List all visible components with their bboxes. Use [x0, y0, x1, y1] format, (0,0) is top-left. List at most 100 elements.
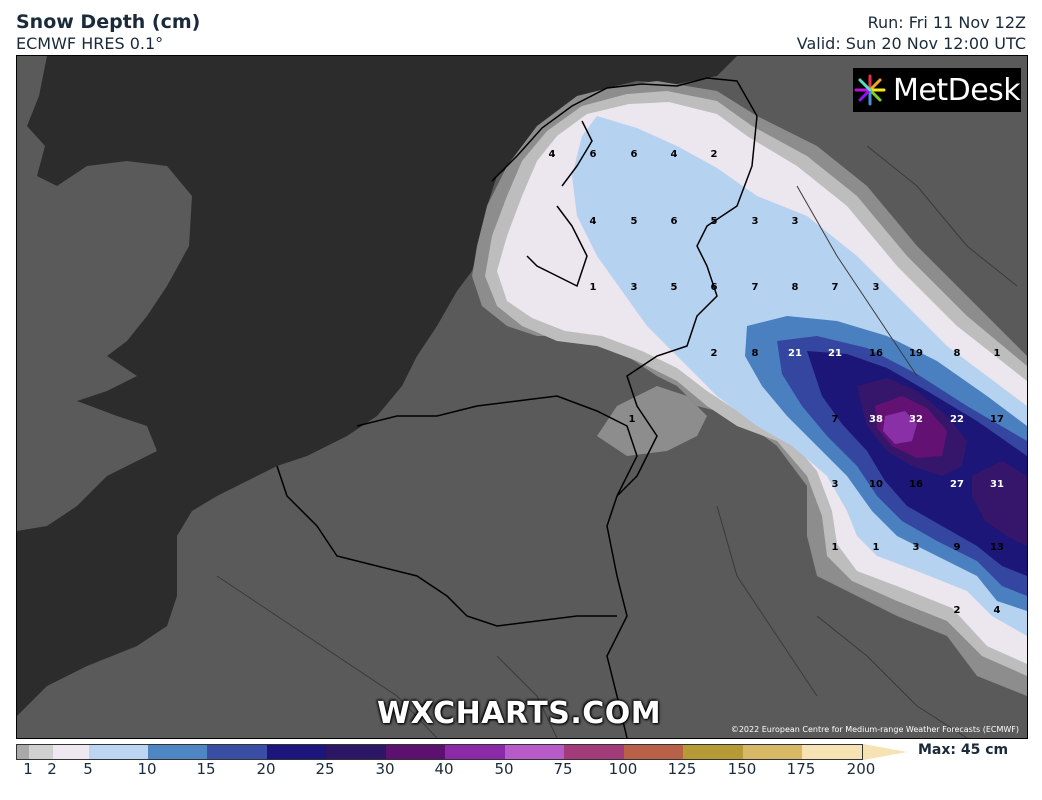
snow-value-label: 5 — [631, 216, 638, 227]
snow-value-label: 4 — [549, 149, 556, 160]
snow-value-label: 6 — [711, 282, 718, 293]
legend-swatch — [326, 745, 386, 759]
snow-value-label: 7 — [832, 282, 839, 293]
legend-tick-label: 40 — [434, 760, 454, 778]
border-lines — [276, 77, 758, 738]
snow-value-label: 38 — [869, 414, 883, 425]
legend-tick-label: 100 — [608, 760, 638, 778]
legend-swatch — [505, 745, 564, 759]
snow-value-label: 2 — [954, 605, 961, 616]
map-canvas: 4 6 6 4 24 5 6 5 3 31 3 5 6 7 8 7 32 8 21 21 16 19 8 11 7 38 32 22 1… — [17, 56, 1027, 738]
snow-value-label: 4 — [590, 216, 597, 227]
snow-values: 4 6 6 4 24 5 6 5 3 31 3 5 6 7 8 7 32 8 21 21 16 19 8 11 7 38 32 22 1… — [549, 149, 1004, 616]
header-right: Run: Fri 11 Nov 12Z Valid: Sun 20 Nov 12… — [797, 12, 1026, 54]
snow-value-label: 19 — [909, 348, 923, 359]
legend-tick-label: 20 — [256, 760, 276, 778]
legend-swatch — [802, 745, 862, 759]
snow-value-label: 27 — [950, 479, 964, 490]
valid-label: Valid: Sun 20 Nov 12:00 UTC — [796, 34, 1026, 53]
metdesk-logo: MetDesk — [853, 68, 1021, 112]
legend-tick-label: 50 — [494, 760, 514, 778]
snow-value-label: 10 — [869, 479, 883, 490]
region-borders — [216, 145, 1018, 738]
snow-value-label: 3 — [832, 479, 839, 490]
snow-value-label: 3 — [792, 216, 799, 227]
snow-depth-map[interactable]: 4 6 6 4 2 4 5 6 5 3 3 1 3 5 6 7 8 7 3 2 8 21 21 16 19 8 1 1 7 38 32 22 1… — [16, 55, 1028, 739]
snow-value-label: 17 — [990, 414, 1004, 425]
snow-value-label: 16 — [909, 479, 923, 490]
snow-value-label: 7 — [752, 282, 759, 293]
snow-value-label: 5 — [711, 216, 718, 227]
legend-tick-label: 5 — [83, 760, 93, 778]
snow-50cm-area — [883, 411, 917, 444]
snow-value-label: 1 — [994, 348, 1001, 359]
wxcharts-watermark: WXCHARTS.COM — [377, 696, 662, 731]
metdesk-logo-icon — [854, 74, 886, 106]
legend-max-label: Max: 45 cm — [918, 742, 1009, 758]
snow-value-label: 31 — [990, 479, 1004, 490]
snow-value-label: 4 — [671, 149, 678, 160]
metdesk-logo-text: MetDesk — [893, 72, 1021, 108]
snow-value-label: 6 — [590, 149, 597, 160]
legend-swatch — [89, 745, 148, 759]
snow-value-label: 4 — [994, 605, 1001, 616]
uk-landmass — [17, 56, 192, 531]
legend-tick-label: 30 — [375, 760, 395, 778]
legend-tick-label: 1 — [23, 760, 33, 778]
legend-tick-label: 175 — [786, 760, 816, 778]
legend-swatch — [267, 745, 326, 759]
legend-swatch — [445, 745, 505, 759]
snow-value-label: 5 — [671, 282, 678, 293]
region-border-2 — [716, 505, 968, 738]
legend-swatch — [683, 745, 743, 759]
dutch-inland-coast — [526, 120, 593, 288]
snow-value-label: 6 — [671, 216, 678, 227]
legend-tick-label: 125 — [667, 760, 697, 778]
fr-be-border — [276, 465, 617, 627]
snow-value-label: 7 — [832, 414, 839, 425]
snow-value-label: 1 — [873, 542, 880, 553]
run-label: Run: Fri 11 Nov 12Z — [867, 13, 1026, 32]
legend-swatch — [148, 745, 207, 759]
legend-tick-label: 150 — [727, 760, 757, 778]
snow-depth-layer — [472, 81, 1027, 696]
snow-value-label: 3 — [873, 282, 880, 293]
legend-tick-label: 15 — [196, 760, 216, 778]
snow-1cm-patch — [597, 386, 707, 456]
legend-bar — [16, 744, 863, 760]
snow-value-label: 32 — [909, 414, 923, 425]
legend-swatch — [564, 745, 624, 759]
snow-value-label: 3 — [631, 282, 638, 293]
nl-de-border — [606, 115, 758, 738]
snow-value-label: 21 — [828, 348, 842, 359]
snow-value-label: 22 — [950, 414, 964, 425]
snow-value-label: 16 — [869, 348, 883, 359]
chart-title: Snow Depth (cm) — [16, 11, 201, 33]
header-left: Snow Depth (cm) ECMWF HRES 0.1° — [16, 10, 200, 54]
snow-value-label: 8 — [752, 348, 759, 359]
region-border-1 — [796, 145, 1018, 377]
snow-value-label: 2 — [711, 149, 718, 160]
legend-swatch — [17, 745, 29, 759]
region-border-3 — [216, 575, 558, 738]
legend-swatch — [53, 745, 89, 759]
snow-value-label: 9 — [954, 542, 961, 553]
legend-tick-label: 75 — [553, 760, 573, 778]
legend-swatch — [624, 745, 683, 759]
snow-value-label: 3 — [752, 216, 759, 227]
snow-value-label: 21 — [788, 348, 802, 359]
copyright-text: ©2022 European Centre for Medium-range W… — [730, 725, 1019, 734]
coastline — [491, 77, 758, 182]
be-border — [356, 395, 638, 497]
legend-swatch — [743, 745, 802, 759]
snow-value-label: 8 — [954, 348, 961, 359]
legend-swatch — [207, 745, 267, 759]
snow-value-label: 3 — [913, 542, 920, 553]
snow-value-label: 1 — [629, 414, 636, 425]
legend-tick-label: 2 — [47, 760, 57, 778]
color-legend: Max: 45 cm 1 2 5 10 15 20 25 30 40 50 75 100 125 150 1… — [16, 742, 1026, 796]
snow-value-label: 1 — [832, 542, 839, 553]
legend-tick-label: 25 — [315, 760, 335, 778]
snow-value-label: 2 — [711, 348, 718, 359]
legend-tick-label: 10 — [137, 760, 157, 778]
